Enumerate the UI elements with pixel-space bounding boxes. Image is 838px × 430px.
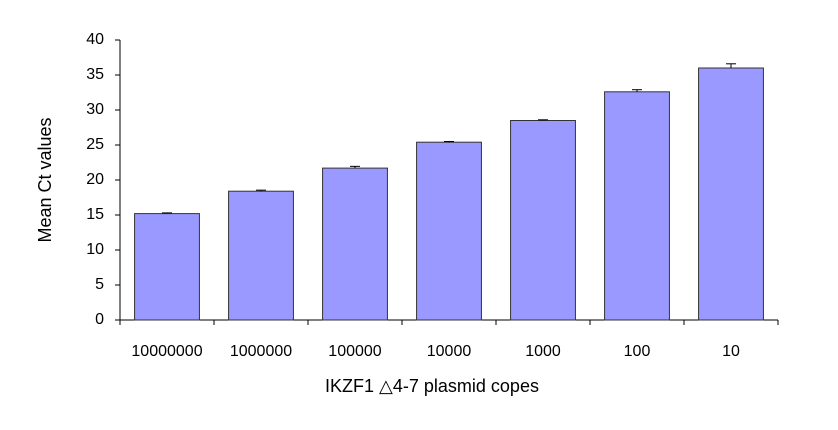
y-tick-label: 5 bbox=[95, 276, 104, 293]
bar bbox=[604, 91, 670, 321]
y-tick-label: 10 bbox=[86, 241, 104, 258]
bar bbox=[698, 67, 764, 321]
y-tick-label: 20 bbox=[86, 171, 104, 188]
y-tick-label: 25 bbox=[86, 136, 104, 153]
y-tick-label: 40 bbox=[86, 31, 104, 48]
y-axis-label: Mean Ct values bbox=[35, 117, 55, 242]
x-axis-label: IKZF1 △4-7 plasmid copes bbox=[325, 376, 539, 396]
bar bbox=[416, 141, 482, 321]
bar bbox=[510, 120, 576, 321]
y-tick-label: 35 bbox=[86, 66, 104, 83]
x-tick-label: 1000 bbox=[525, 343, 561, 360]
x-tick-label: 10000000 bbox=[131, 343, 202, 360]
x-tick-label: 1000000 bbox=[230, 343, 292, 360]
y-tick-label: 30 bbox=[86, 101, 104, 118]
bar bbox=[322, 167, 388, 321]
bar bbox=[134, 213, 200, 321]
x-tick-label: 100 bbox=[624, 343, 651, 360]
x-tick-label: 100000 bbox=[328, 343, 381, 360]
x-tick-label: 10000 bbox=[427, 343, 472, 360]
y-tick-label: 0 bbox=[95, 311, 104, 328]
bar bbox=[228, 190, 294, 321]
x-tick-label: 10 bbox=[722, 343, 740, 360]
y-tick-label: 15 bbox=[86, 206, 104, 223]
